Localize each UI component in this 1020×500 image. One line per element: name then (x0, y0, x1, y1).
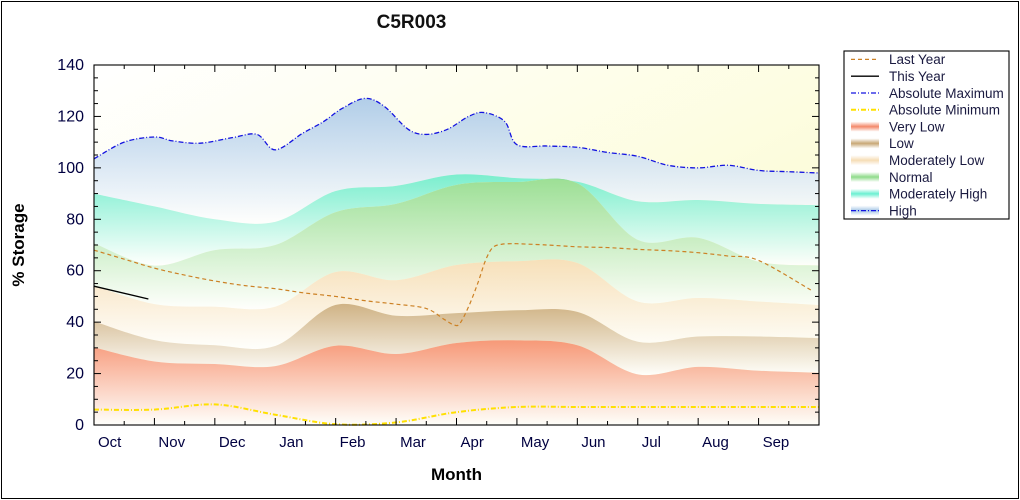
svg-text:Jun: Jun (581, 434, 605, 451)
svg-text:Month: Month (431, 465, 482, 484)
svg-text:% Storage: % Storage (9, 203, 28, 286)
svg-text:Jul: Jul (642, 434, 661, 451)
svg-text:Nov: Nov (158, 434, 185, 451)
svg-text:Absolute Maximum: Absolute Maximum (889, 86, 1004, 101)
svg-text:140: 140 (57, 57, 84, 74)
svg-text:This Year: This Year (889, 69, 946, 84)
svg-text:60: 60 (66, 263, 84, 280)
svg-text:Normal: Normal (889, 170, 933, 185)
svg-text:Moderately High: Moderately High (889, 187, 987, 202)
svg-text:Jan: Jan (279, 434, 303, 451)
svg-text:Feb: Feb (340, 434, 366, 451)
svg-text:Absolute Minimum: Absolute Minimum (889, 103, 1000, 118)
svg-text:May: May (521, 434, 550, 451)
svg-text:High: High (889, 203, 917, 218)
svg-text:Apr: Apr (461, 434, 484, 451)
svg-text:80: 80 (66, 211, 84, 228)
svg-text:Sep: Sep (763, 434, 790, 451)
svg-text:Mar: Mar (400, 434, 426, 451)
svg-text:Dec: Dec (219, 434, 246, 451)
svg-text:0: 0 (75, 417, 84, 434)
svg-text:20: 20 (66, 366, 84, 383)
svg-text:100: 100 (57, 160, 84, 177)
svg-text:40: 40 (66, 314, 84, 331)
svg-text:Very Low: Very Low (889, 119, 945, 134)
svg-text:Aug: Aug (702, 434, 729, 451)
svg-text:Low: Low (889, 136, 914, 151)
svg-text:Moderately Low: Moderately Low (889, 153, 985, 168)
svg-text:Oct: Oct (98, 434, 122, 451)
svg-text:Last Year: Last Year (889, 52, 946, 67)
svg-text:120: 120 (57, 108, 84, 125)
